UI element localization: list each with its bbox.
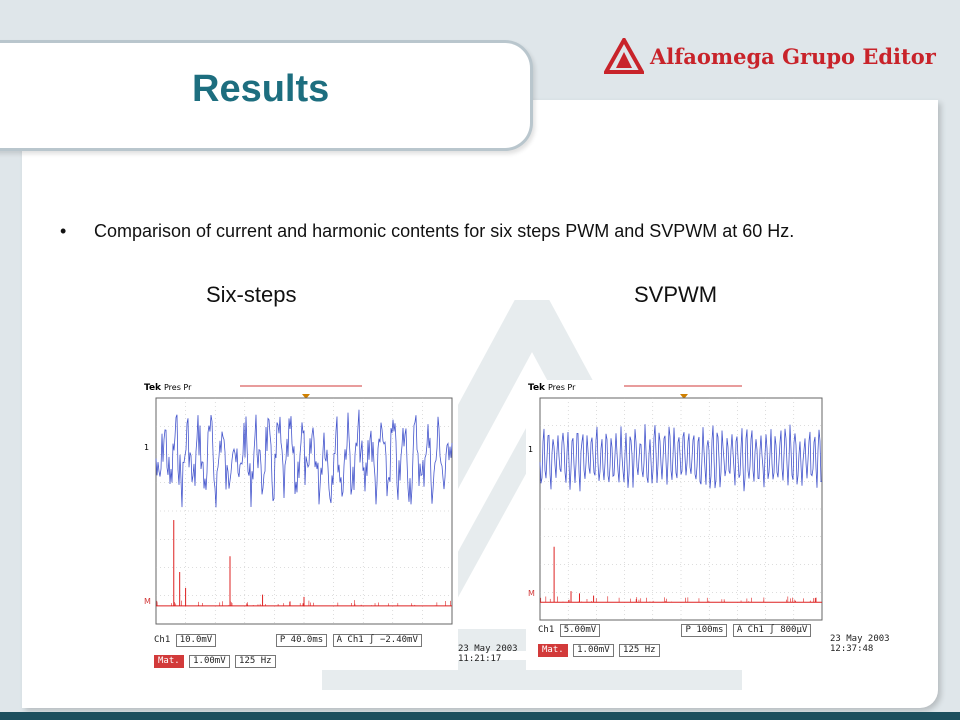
harmonic-spectrum	[156, 520, 452, 607]
title-tab	[0, 40, 533, 151]
scope-brand: Tek	[528, 383, 546, 393]
bullet-item: • Comparison of current and harmonic con…	[60, 218, 840, 244]
scope-timestamp: 23 May 2003 11:21:17	[458, 644, 518, 664]
math-marker: M	[528, 589, 535, 598]
scope-timestamp: 23 May 2003 12:37:48	[830, 634, 890, 654]
bullet-dot-icon: •	[60, 221, 67, 241]
page-title: Results	[192, 68, 330, 110]
caption-svpwm: SVPWM	[634, 282, 718, 307]
publisher-logo: Alfaomega Grupo Editor	[604, 38, 936, 74]
scope-readout-row1: Ch1 10.0mV P 40.0ms A Ch1 ∫ −2.40mV	[154, 634, 422, 647]
scope-readout-row1: Ch1 5.00mV P 100ms A Ch1 ∫ 800µV	[538, 624, 812, 637]
scope-readout-row2: Mat. 1.00mV 125 Hz	[154, 655, 276, 668]
ch1-marker: 1	[144, 443, 149, 452]
ch1-marker: 1	[528, 445, 533, 454]
math-marker: M	[144, 597, 151, 606]
scope-screenshot-six-steps: Tek Pres Pr 1 M Ch1 10.0mV P 40.0ms A Ch…	[142, 380, 518, 670]
current-trace	[155, 409, 453, 508]
current-trace	[539, 424, 823, 492]
scope-mode: Pres Pr	[548, 383, 576, 392]
harmonic-spectrum	[540, 546, 822, 603]
logo-text: Alfaomega Grupo Editor	[650, 43, 936, 69]
caption-six-steps: Six-steps	[206, 282, 297, 307]
scope-display: Tek Pres Pr 1 M	[528, 383, 823, 621]
scope-screenshot-svpwm: Tek Pres Pr 1 M Ch1 5.00mV P 100ms A Ch1…	[526, 380, 890, 670]
bullet-text: Comparison of current and harmonic conte…	[94, 221, 795, 241]
scope-grid	[156, 398, 452, 624]
scope-brand: Tek	[144, 383, 162, 393]
bottom-bar	[0, 712, 960, 720]
triangle-logo-icon	[604, 38, 644, 74]
scope-mode: Pres Pr	[164, 383, 192, 392]
scope-readout-row2: Mat. 1.00mV 125 Hz	[538, 644, 660, 657]
scope-display: Tek Pres Pr 1 M	[144, 383, 453, 625]
